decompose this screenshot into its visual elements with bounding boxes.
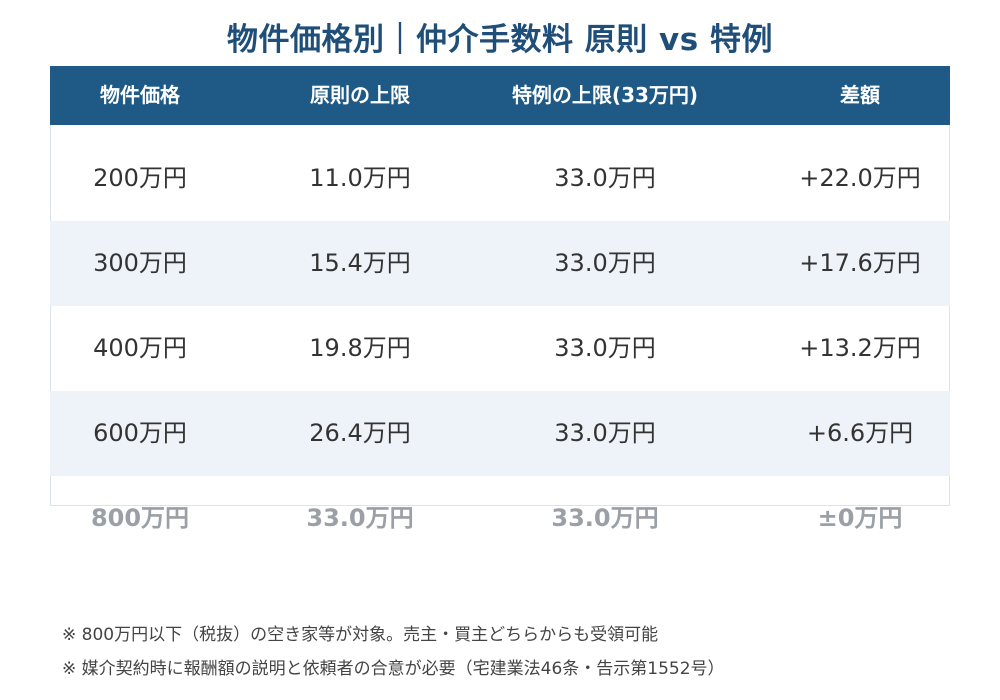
table-row: 400万円 19.8万円 33.0万円 +13.2万円 xyxy=(50,306,950,391)
cell-special-limit: 33.0万円 xyxy=(554,419,656,447)
cell-difference: +13.2万円 xyxy=(799,334,921,362)
cell-difference: +17.6万円 xyxy=(799,249,921,277)
cell-difference: +22.0万円 xyxy=(799,164,921,192)
cell-standard-limit: 33.0万円 xyxy=(306,504,414,532)
cell-price: 400万円 xyxy=(93,334,187,362)
cell-price: 800万円 xyxy=(90,504,190,532)
cell-special-limit: 33.0万円 xyxy=(554,249,656,277)
cell-standard-limit: 15.4万円 xyxy=(309,249,411,277)
table-row: 300万円 15.4万円 33.0万円 +17.6万円 xyxy=(50,221,950,306)
page-title: 物件価格別｜仲介手数料 原則 vs 特例 xyxy=(226,22,774,58)
header-difference: 差額 xyxy=(840,83,880,107)
table-header: 物件価格 原則の上限 特例の上限(33万円) 差額 xyxy=(50,66,950,125)
cell-standard-limit: 19.8万円 xyxy=(309,334,411,362)
footnote: ※ 800万円以下（税抜）の空き家等が対象。売主・買主どちらからも受領可能 xyxy=(62,625,659,645)
table-row: 800万円 33.0万円 33.0万円 ±0万円 xyxy=(50,498,950,538)
cell-price: 200万円 xyxy=(93,164,187,192)
cell-price: 300万円 xyxy=(93,249,187,277)
cell-difference: ±0万円 xyxy=(817,504,903,532)
footnote: ※ 媒介契約時に報酬額の説明と依頼者の合意が必要（宅建業法46条・告示第1552… xyxy=(62,659,725,679)
cell-difference: +6.6万円 xyxy=(806,419,914,447)
table-row: 600万円 26.4万円 33.0万円 +6.6万円 xyxy=(50,391,950,476)
cell-special-limit: 33.0万円 xyxy=(554,334,656,362)
cell-standard-limit: 26.4万円 xyxy=(309,419,411,447)
header-price: 物件価格 xyxy=(100,83,180,107)
cell-standard-limit: 11.0万円 xyxy=(309,164,411,192)
header-standard-limit: 原則の上限 xyxy=(310,83,410,107)
cell-price: 600万円 xyxy=(93,419,187,447)
cell-special-limit: 33.0万円 xyxy=(551,504,659,532)
header-special-limit: 特例の上限(33万円) xyxy=(511,83,699,107)
cell-special-limit: 33.0万円 xyxy=(554,164,656,192)
table-row: 200万円 11.0万円 33.0万円 +22.0万円 xyxy=(50,136,950,221)
